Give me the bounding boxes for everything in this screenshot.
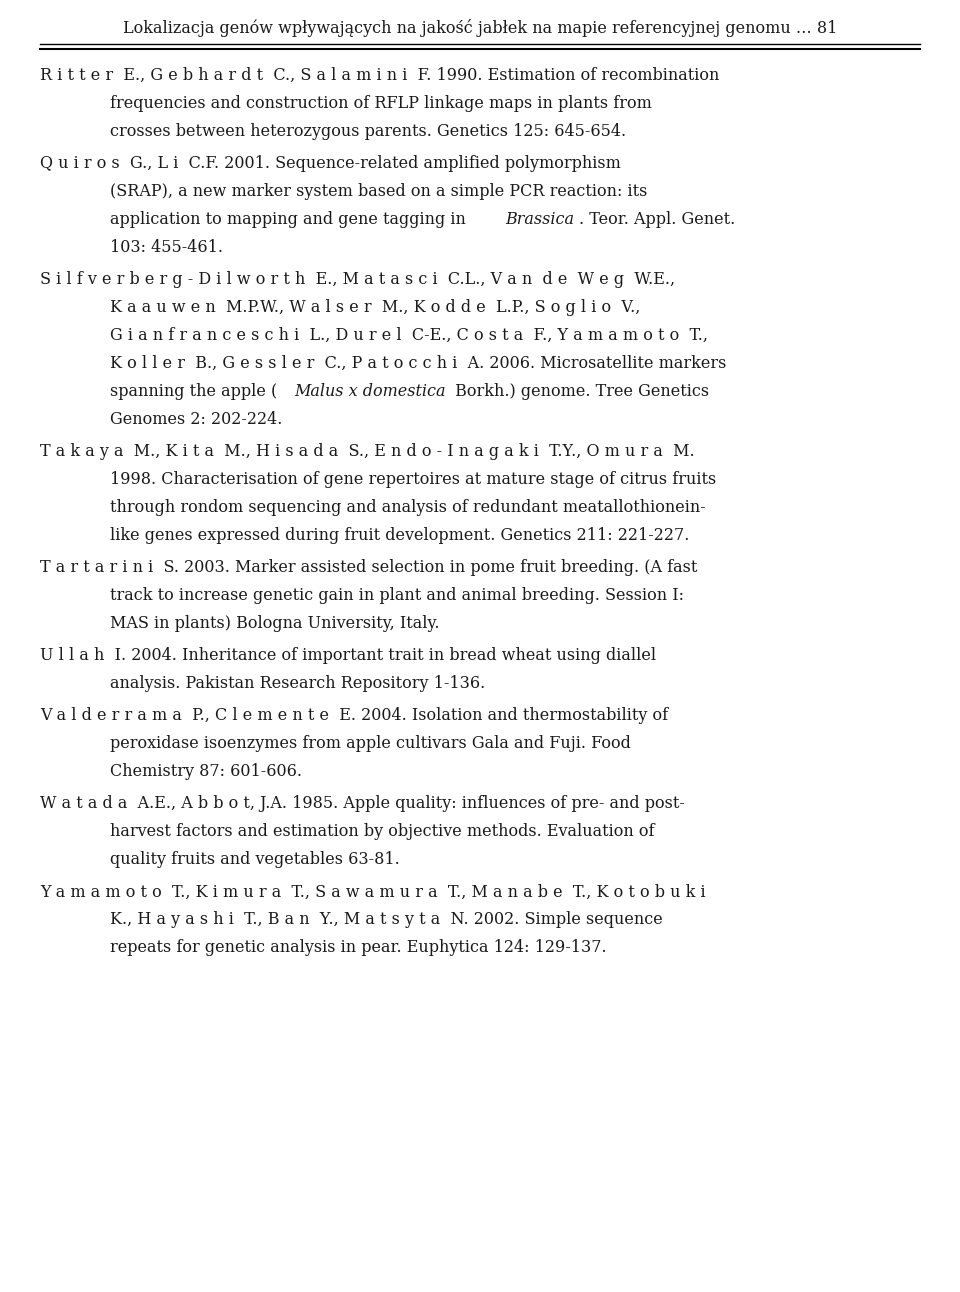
Text: K o l l e r  B., G e s s l e r  C., P a t o c c h i  A. 2006. Microsatellite mar: K o l l e r B., G e s s l e r C., P a t … [110,355,727,372]
Text: Lokalizacja genów wpływających na jakość jabłek na mapie referencyjnej genomu … : Lokalizacja genów wpływających na jakość… [123,19,837,37]
Text: Chemistry 87: 601-606.: Chemistry 87: 601-606. [110,764,302,780]
Text: Q u i r o s  G., L i  C.F. 2001. Sequence-related amplified polymorphism: Q u i r o s G., L i C.F. 2001. Sequence-… [40,155,621,172]
Text: quality fruits and vegetables 63-81.: quality fruits and vegetables 63-81. [110,851,400,868]
Text: Genomes 2: 202-224.: Genomes 2: 202-224. [110,411,283,428]
Text: application to mapping and gene tagging in: application to mapping and gene tagging … [110,211,471,229]
Text: frequencies and construction of RFLP linkage maps in plants from: frequencies and construction of RFLP lin… [110,96,652,112]
Text: T a r t a r i n i  S. 2003. Marker assisted selection in pome fruit breeding. (A: T a r t a r i n i S. 2003. Marker assist… [40,559,698,576]
Text: U l l a h  I. 2004. Inheritance of important trait in bread wheat using diallel: U l l a h I. 2004. Inheritance of import… [40,647,657,664]
Text: Y a m a m o t o  T., K i m u r a  T., S a w a m u r a  T., M a n a b e  T., K o : Y a m a m o t o T., K i m u r a T., S a … [40,884,706,901]
Text: T a k a y a  M., K i t a  M., H i s a d a  S., E n d o - I n a g a k i  T.Y., O : T a k a y a M., K i t a M., H i s a d a … [40,443,695,460]
Text: G i a n f r a n c e s c h i  L., D u r e l  C-E., C o s t a  F., Y a m a m o t o: G i a n f r a n c e s c h i L., D u r e … [110,327,708,344]
Text: (SRAP), a new marker system based on a simple PCR reaction: its: (SRAP), a new marker system based on a s… [110,183,648,200]
Text: W a t a d a  A.E., A b b o t, J.A. 1985. Apple quality: influences of pre- and p: W a t a d a A.E., A b b o t, J.A. 1985. … [40,796,685,813]
Text: Brassica: Brassica [505,211,574,229]
Text: crosses between heterozygous parents. Genetics 125: 645-654.: crosses between heterozygous parents. Ge… [110,123,627,140]
Text: track to increase genetic gain in plant and animal breeding. Session I:: track to increase genetic gain in plant … [110,587,684,605]
Text: analysis. Pakistan Research Repository 1-136.: analysis. Pakistan Research Repository 1… [110,676,486,693]
Text: K., H a y a s h i  T., B a n  Y., M a t s y t a  N. 2002. Simple sequence: K., H a y a s h i T., B a n Y., M a t s … [110,911,663,929]
Text: 1998. Characterisation of gene repertoires at mature stage of citrus fruits: 1998. Characterisation of gene repertoir… [110,472,717,488]
Text: 103: 455-461.: 103: 455-461. [110,239,224,256]
Text: . Teor. Appl. Genet.: . Teor. Appl. Genet. [579,211,735,229]
Text: R i t t e r  E., G e b h a r d t  C., S a l a m i n i  F. 1990. Estimation of re: R i t t e r E., G e b h a r d t C., S a … [40,67,720,84]
Text: spanning the apple (: spanning the apple ( [110,382,277,401]
Text: K a a u w e n  M.P.W., W a l s e r  M., K o d d e  L.P., S o g l i o  V.,: K a a u w e n M.P.W., W a l s e r M., K … [110,300,640,317]
Text: repeats for genetic analysis in pear. Euphytica 124: 129-137.: repeats for genetic analysis in pear. Eu… [110,939,607,956]
Text: V a l d e r r a m a  P., C l e m e n t e  E. 2004. Isolation and thermostability: V a l d e r r a m a P., C l e m e n t e … [40,707,668,725]
Text: MAS in plants) Bologna University, Italy.: MAS in plants) Bologna University, Italy… [110,615,440,632]
Text: peroxidase isoenzymes from apple cultivars Gala and Fuji. Food: peroxidase isoenzymes from apple cultiva… [110,735,632,752]
Text: harvest factors and estimation by objective methods. Evaluation of: harvest factors and estimation by object… [110,823,655,840]
Text: Malus x domestica: Malus x domestica [294,382,445,401]
Text: Borkh.) genome. Tree Genetics: Borkh.) genome. Tree Genetics [450,382,709,401]
Text: like genes expressed during fruit development. Genetics 211: 221-227.: like genes expressed during fruit develo… [110,527,690,544]
Text: S i l f v e r b e r g - D i l w o r t h  E., M a t a s c i  C.L., V a n  d e  W : S i l f v e r b e r g - D i l w o r t h … [40,271,676,288]
Text: through rondom sequencing and analysis of redundant meatallothionein-: through rondom sequencing and analysis o… [110,499,707,516]
